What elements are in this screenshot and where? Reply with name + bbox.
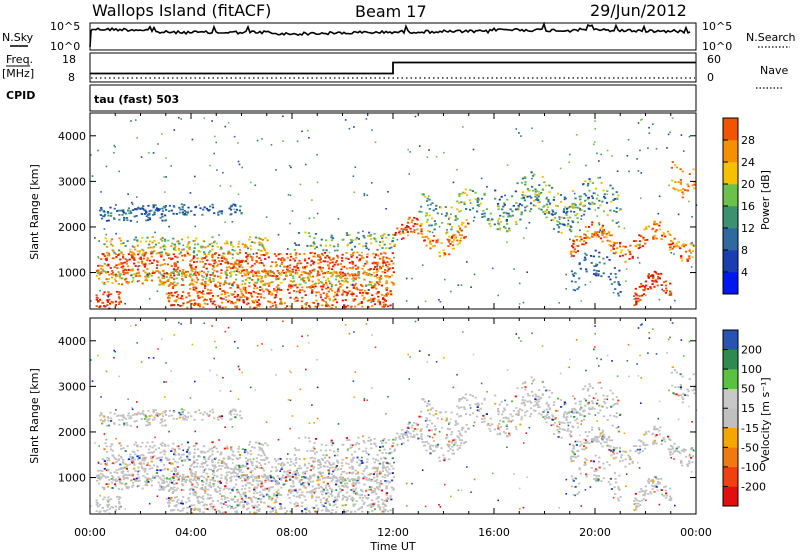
colorbar-swatch [723, 162, 738, 185]
nave-label: Nave [760, 64, 788, 77]
velocity-colorbar: -200 -100 -50 -15 15 50 100 200 [722, 329, 766, 507]
colorbar-swatch [723, 206, 738, 229]
colorbar-tick-label: 12 [741, 222, 755, 235]
colorbar-tick-label: -200 [741, 480, 766, 493]
sky-right-tick-bottom: 10^0 [702, 40, 732, 53]
nave-tick-bottom: 0 [707, 71, 714, 84]
cpid-panel-frame [89, 84, 697, 112]
velocity-data [90, 320, 698, 515]
y-tick-label: 2000 [58, 221, 86, 234]
colorbar-tick-label: 24 [741, 156, 755, 169]
x-tick-label: 08:00 [276, 526, 308, 539]
colorbar-tick-label: 100 [741, 363, 762, 376]
freq-tick-top: 18 [62, 53, 76, 66]
power-colorbar: 4 8 12 16 20 24 28 [722, 117, 755, 295]
velocity-cbar-label: Velocity [m s⁻¹] [759, 377, 772, 462]
noise-sky-trace [89, 21, 691, 48]
x-tick-label: 12:00 [377, 526, 409, 539]
nave-tick-top: 60 [707, 53, 721, 66]
y-tick-label: 4000 [58, 335, 86, 348]
colorbar-swatch [723, 447, 738, 468]
colorbar-swatch [723, 140, 738, 163]
x-tick-label: 16:00 [478, 526, 510, 539]
power-data [90, 115, 698, 310]
colorbar-tick-label: 20 [741, 178, 755, 191]
colorbar-swatch [723, 486, 738, 507]
sky-left-label: N.Sky [2, 31, 34, 44]
sky-noise-line [89, 21, 691, 48]
colorbar-tick-label: 16 [741, 200, 755, 213]
colorbar-swatch [723, 272, 738, 295]
power-axes: 1000 2000 3000 4000 [58, 113, 697, 309]
colorbar-swatch [723, 349, 738, 370]
colorbar-tick-label: -15 [741, 422, 759, 435]
colorbar-swatch [723, 427, 738, 448]
sky-panel-frame [89, 22, 697, 51]
colorbar-tick-label: 28 [741, 134, 755, 147]
colorbar-swatch [723, 369, 738, 389]
colorbar-tick-label: 15 [741, 402, 755, 415]
y-tick-label: 3000 [58, 380, 86, 393]
colorbar-tick-label: 50 [741, 383, 755, 396]
y-tick-label: 3000 [58, 175, 86, 188]
freq-panel-frame [89, 52, 697, 83]
colorbar-tick-label: -50 [741, 441, 759, 454]
colorbar-swatch [723, 118, 738, 141]
y-tick-label: 1000 [58, 267, 86, 280]
colorbar-swatch [723, 228, 738, 251]
colorbar-tick-label: -100 [741, 461, 766, 474]
freq-trace [90, 61, 696, 79]
colorbar-swatch [723, 466, 738, 487]
cpid-text: tau (fast) 503 [94, 93, 179, 106]
y-tick-label: 2000 [58, 426, 86, 439]
colorbar-swatch [723, 330, 738, 350]
freq-label-1: Freq. [6, 53, 33, 66]
beam-label: Beam 17 [355, 2, 427, 21]
cpid-label: CPID [6, 89, 35, 102]
velocity-axes: 1000 2000 3000 4000 [58, 318, 697, 514]
freq-label-2: [MHz] [2, 67, 34, 80]
colorbar-swatch [723, 388, 738, 409]
site-title: Wallops Island (fitACF) [92, 1, 271, 20]
x-tick-label: 04:00 [175, 526, 207, 539]
colorbar-tick-label: 8 [741, 244, 748, 257]
velocity-ylabel: Slant Range [km] [28, 368, 41, 464]
date-label: 29/Jun/2012 [590, 1, 687, 20]
sky-right-tick-top: 10^5 [702, 20, 732, 33]
power-cbar-label: Power [dB] [759, 170, 772, 230]
x-tick-label: 20:00 [579, 526, 611, 539]
freq-line [90, 61, 696, 75]
y-tick-label: 1000 [58, 472, 86, 485]
power-ylabel: Slant Range [km] [28, 164, 41, 260]
sky-left-tick-bottom: 10^0 [50, 40, 80, 53]
x-tick-label: 00:00 [74, 526, 106, 539]
time-axis-label: Time UT [369, 540, 415, 553]
y-tick-label: 4000 [58, 130, 86, 143]
colorbar-swatch [723, 250, 738, 273]
sky-left-tick-top: 10^5 [50, 20, 80, 33]
colorbar-swatch [723, 184, 738, 207]
colorbar-tick-label: 200 [741, 344, 762, 357]
colorbar-swatch [723, 408, 738, 429]
colorbar-tick-label: 4 [741, 266, 748, 279]
freq-tick-bottom: 8 [68, 71, 75, 84]
sky-right-label: N.Search [746, 31, 796, 44]
x-tick-label: 00:00 [680, 526, 712, 539]
time-axis-ticks: 00:00 04:00 08:00 12:00 16:00 20:00 00:00 [74, 526, 712, 539]
